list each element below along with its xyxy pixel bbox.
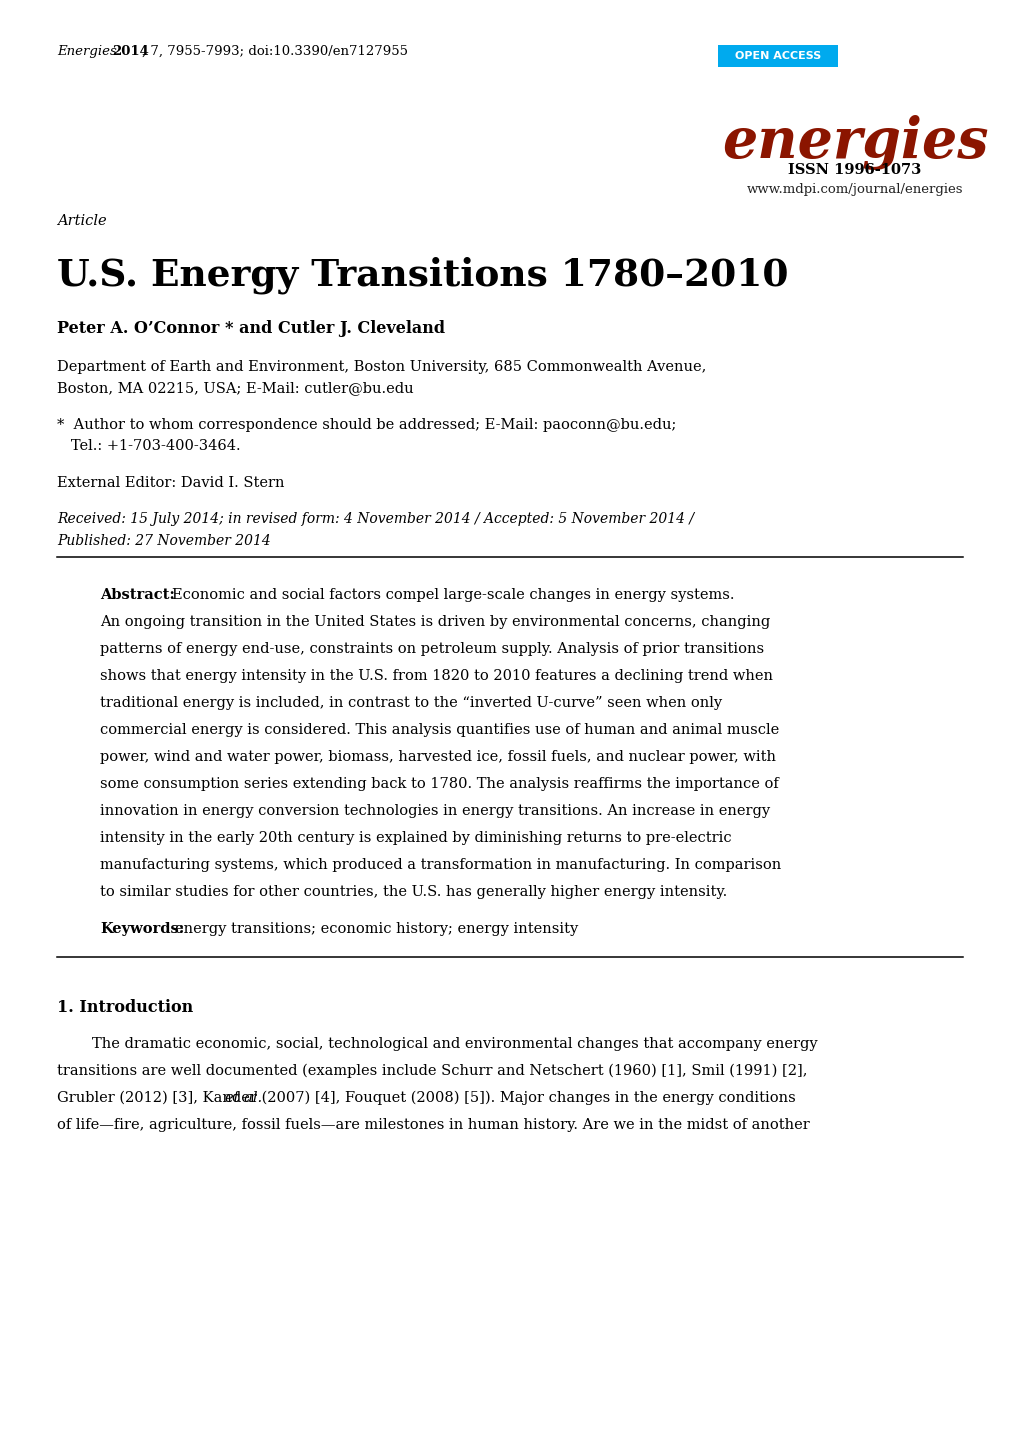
Text: ISSN 1996-1073: ISSN 1996-1073 <box>788 163 921 177</box>
Text: Article: Article <box>57 215 107 228</box>
Text: Abstract:: Abstract: <box>100 588 174 602</box>
Text: commercial energy is considered. This analysis quantifies use of human and anima: commercial energy is considered. This an… <box>100 723 779 736</box>
Text: shows that energy intensity in the U.S. from 1820 to 2010 features a declining t: shows that energy intensity in the U.S. … <box>100 669 772 683</box>
Text: traditional energy is included, in contrast to the “inverted U-curve” seen when : traditional energy is included, in contr… <box>100 696 721 710</box>
Text: Published: 27 November 2014: Published: 27 November 2014 <box>57 535 270 548</box>
Text: 2014: 2014 <box>112 45 149 58</box>
Text: OPEN ACCESS: OPEN ACCESS <box>734 50 820 61</box>
Text: Grubler (2012) [3], Kander: Grubler (2012) [3], Kander <box>57 1091 261 1105</box>
Text: Energies: Energies <box>57 45 116 58</box>
Text: manufacturing systems, which produced a transformation in manufacturing. In comp: manufacturing systems, which produced a … <box>100 857 781 872</box>
Text: to similar studies for other countries, the U.S. has generally higher energy int: to similar studies for other countries, … <box>100 885 727 899</box>
Text: Peter A. O’Connor * and Cutler J. Cleveland: Peter A. O’Connor * and Cutler J. Clevel… <box>57 320 444 337</box>
Text: Economic and social factors compel large-scale changes in energy systems.: Economic and social factors compel large… <box>172 588 734 602</box>
Text: innovation in energy conversion technologies in energy transitions. An increase : innovation in energy conversion technolo… <box>100 804 769 818</box>
Text: intensity in the early 20th century is explained by diminishing returns to pre-e: intensity in the early 20th century is e… <box>100 831 731 844</box>
Text: External Editor: David I. Stern: External Editor: David I. Stern <box>57 476 284 490</box>
Text: U.S. Energy Transitions 1780–2010: U.S. Energy Transitions 1780–2010 <box>57 256 788 294</box>
Text: energy transitions; economic history; energy intensity: energy transitions; economic history; en… <box>175 922 578 937</box>
Text: Department of Earth and Environment, Boston University, 685 Commonwealth Avenue,: Department of Earth and Environment, Bos… <box>57 360 706 375</box>
Text: *  Author to whom correspondence should be addressed; E-Mail: paoconn@bu.edu;: * Author to whom correspondence should b… <box>57 418 676 432</box>
Text: power, wind and water power, biomass, harvested ice, fossil fuels, and nuclear p: power, wind and water power, biomass, ha… <box>100 749 775 764</box>
Text: www.mdpi.com/journal/energies: www.mdpi.com/journal/energies <box>746 183 962 196</box>
Text: Received: 15 July 2014; in revised form: 4 November 2014 / Accepted: 5 November : Received: 15 July 2014; in revised form:… <box>57 512 693 526</box>
Text: energies: energies <box>721 115 987 170</box>
Text: Tel.: +1-703-400-3464.: Tel.: +1-703-400-3464. <box>57 440 240 452</box>
Text: (2007) [4], Fouquet (2008) [5]). Major changes in the energy conditions: (2007) [4], Fouquet (2008) [5]). Major c… <box>257 1091 795 1105</box>
Text: et al.: et al. <box>225 1091 262 1105</box>
Text: some consumption series extending back to 1780. The analysis reaffirms the impor: some consumption series extending back t… <box>100 777 777 791</box>
Text: patterns of energy end-use, constraints on petroleum supply. Analysis of prior t: patterns of energy end-use, constraints … <box>100 643 763 656</box>
Text: , 7, 7955-7993; doi:10.3390/en7127955: , 7, 7955-7993; doi:10.3390/en7127955 <box>142 45 408 58</box>
Text: An ongoing transition in the United States is driven by environmental concerns, : An ongoing transition in the United Stat… <box>100 615 769 630</box>
Text: The dramatic economic, social, technological and environmental changes that acco: The dramatic economic, social, technolog… <box>92 1038 817 1050</box>
Text: Keywords:: Keywords: <box>100 922 184 937</box>
Text: transitions are well documented (examples include Schurr and Netschert (1960) [1: transitions are well documented (example… <box>57 1063 807 1078</box>
FancyBboxPatch shape <box>717 45 838 66</box>
Text: Boston, MA 02215, USA; E-Mail: cutler@bu.edu: Boston, MA 02215, USA; E-Mail: cutler@bu… <box>57 380 414 395</box>
Text: of life—fire, agriculture, fossil fuels—are milestones in human history. Are we : of life—fire, agriculture, fossil fuels—… <box>57 1118 809 1133</box>
Text: 1. Introduction: 1. Introduction <box>57 999 193 1016</box>
